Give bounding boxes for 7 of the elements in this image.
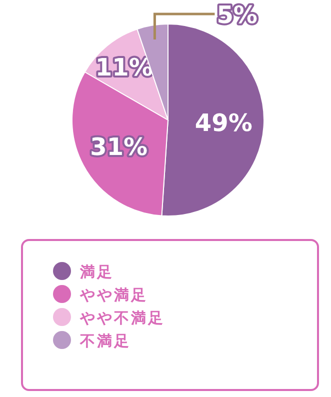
legend-label: やや不満足 <box>79 309 165 327</box>
legend-label: やや満足 <box>79 286 148 304</box>
legend-label: 満足 <box>79 263 114 281</box>
data-label: 5% <box>216 1 258 29</box>
legend-label: 不満足 <box>79 332 131 350</box>
data-label: 49% <box>194 108 252 137</box>
data-label: 31% <box>90 133 148 162</box>
